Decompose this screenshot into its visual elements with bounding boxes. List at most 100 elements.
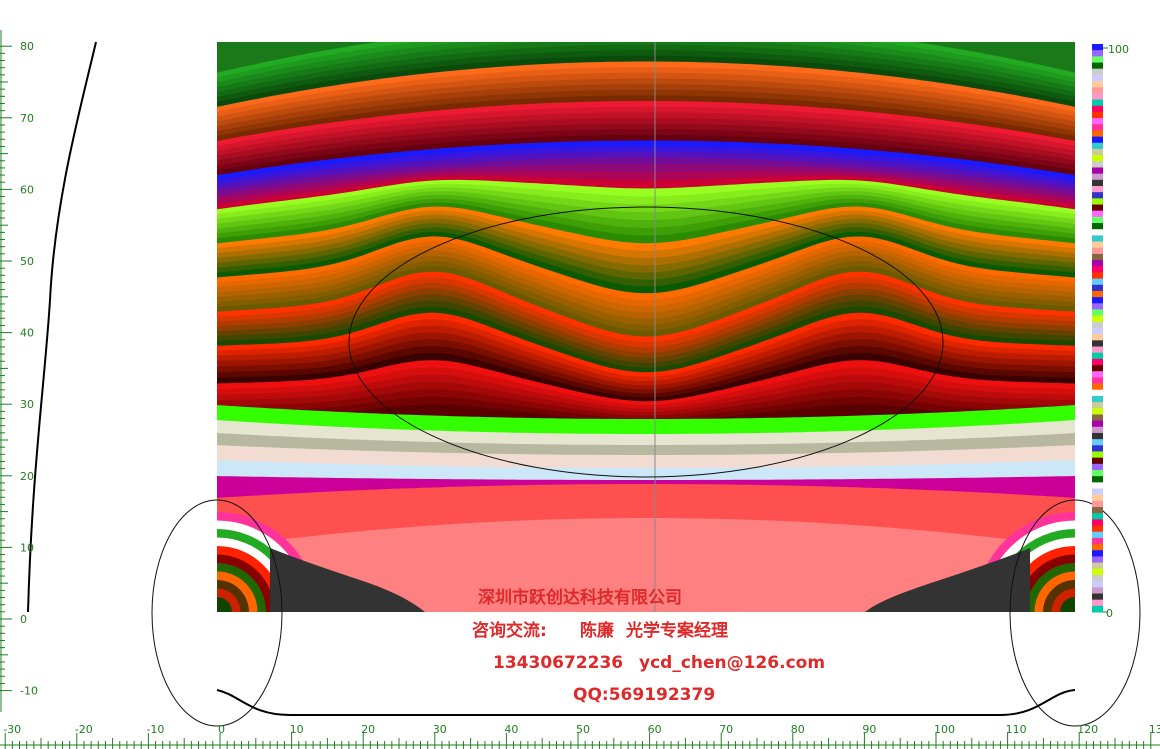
colorbar-swatch [1092,260,1103,267]
colorbar-swatch [1092,167,1103,175]
y-tick-label: 60 [20,183,34,196]
colorbar-swatch [1092,161,1103,168]
irradiance-map [217,42,1075,612]
colorbar-max-label: 100 [1108,43,1129,56]
y-tick-label: 30 [20,398,34,411]
colorbar-swatch [1092,309,1103,317]
colorbar-swatch [1092,198,1103,206]
person: 陈廉 [580,620,614,641]
colorbar-swatch [1092,432,1103,440]
colorbar-swatch [1092,420,1103,428]
colorbar-swatch [1092,556,1103,564]
colorbar-swatch [1092,148,1103,156]
x-tick-label: 90 [862,723,876,736]
colorbar-swatch [1092,525,1103,533]
colorbar-swatch [1092,62,1103,70]
colorbar-swatch [1092,599,1103,607]
x-tick-label: 130 [1149,723,1160,736]
colorbar-swatch [1092,272,1103,280]
colorbar-swatch [1092,513,1103,520]
colorbar-swatch [1092,247,1103,255]
colorbar-swatch [1092,408,1103,415]
x-tick-label: 10 [290,723,304,736]
email: ycd_chen@126.com [639,653,825,673]
colorbar-swatch [1092,111,1103,119]
colorbar-min-label: 0 [1106,607,1113,620]
colorbar-swatch [1092,142,1103,150]
colorbar-swatch [1092,297,1103,304]
colorbar-swatch [1092,328,1103,335]
colorbar-swatch [1092,352,1103,360]
consult-label: 咨询交流: [472,620,547,641]
colorbar-swatch [1092,445,1103,452]
colorbar-swatch [1092,581,1103,588]
y-tick-label: 10 [20,541,34,554]
x-tick-label: 100 [934,723,955,736]
colorbar-swatch [1092,568,1103,576]
colorbar-swatch [1092,50,1103,57]
colorbar-swatch [1092,550,1103,557]
colorbar-swatch [1092,284,1103,292]
colorbar-swatch [1092,118,1103,125]
colorbar-swatch [1092,81,1103,88]
colorbar-swatch [1092,470,1103,477]
x-tick-label: 110 [1006,723,1027,736]
map-band [217,518,1075,612]
corner-ring [1060,597,1075,612]
colorbar-swatch [1092,210,1103,218]
y-tick-label: 80 [20,40,34,53]
colorbar-swatch [1092,377,1103,385]
colorbar-swatch [1092,371,1103,378]
x-tick-label: 20 [361,723,375,736]
colorbar-swatch [1092,155,1103,162]
y-tick-label: 70 [20,112,34,125]
colorbar-swatch [1092,241,1103,249]
colorbar-swatch [1092,173,1103,181]
company: 深圳市跃创达科技有限公司 [478,587,682,608]
colorbar-swatch [1092,216,1103,224]
colorbar-swatch [1092,426,1103,434]
colorbar-swatch [1092,482,1103,490]
colorbar-swatch [1092,439,1103,446]
x-tick-label: 70 [719,723,733,736]
colorbar-swatch [1092,56,1103,64]
overlay [27,41,1141,727]
region-ellipse [348,206,944,478]
y-tick-label: -10 [20,685,38,698]
y-tick-label: 0 [20,613,27,626]
profile-curve [27,41,97,613]
colorbar-swatch [1092,389,1103,397]
colorbar-swatch [1092,500,1103,508]
colorbar-swatch [1092,395,1103,403]
dark-region [270,548,425,612]
colorbar-swatch [1092,186,1103,193]
colorbar-swatch [1092,476,1103,483]
colorbar-swatch [1092,457,1103,465]
colorbar-swatch [1092,507,1103,514]
colorbar-swatch [1092,253,1103,261]
colorbar-swatch [1092,463,1103,471]
colorbar-swatch [1092,334,1103,341]
phone: 13430672236 [493,653,623,673]
colorbar-swatch [1092,340,1103,348]
colorbar-swatch [1092,87,1103,94]
colorbar-swatch [1092,204,1103,212]
colorbar-swatch [1092,494,1103,502]
colorbar-swatch [1092,315,1103,323]
colorbar-swatch [1092,402,1103,409]
colorbar-swatch [1092,266,1103,273]
colorbar-swatch [1092,105,1103,113]
profile-curve [216,689,1076,716]
colorbar-swatch [1092,229,1103,236]
y-tick-label: 40 [20,327,34,340]
colorbar-swatch [1092,365,1103,372]
colorbar-swatch [1092,593,1103,601]
y-tick-label: 20 [20,470,34,483]
colorbar-swatch [1092,531,1103,539]
colorbar-swatch [1092,537,1103,545]
qq: QQ:569192379 [573,685,715,705]
colorbar: 100 0 [1092,43,1129,620]
colorbar-swatch [1092,574,1103,582]
colorbar-swatch [1092,303,1103,310]
colorbar-swatch [1092,358,1103,366]
